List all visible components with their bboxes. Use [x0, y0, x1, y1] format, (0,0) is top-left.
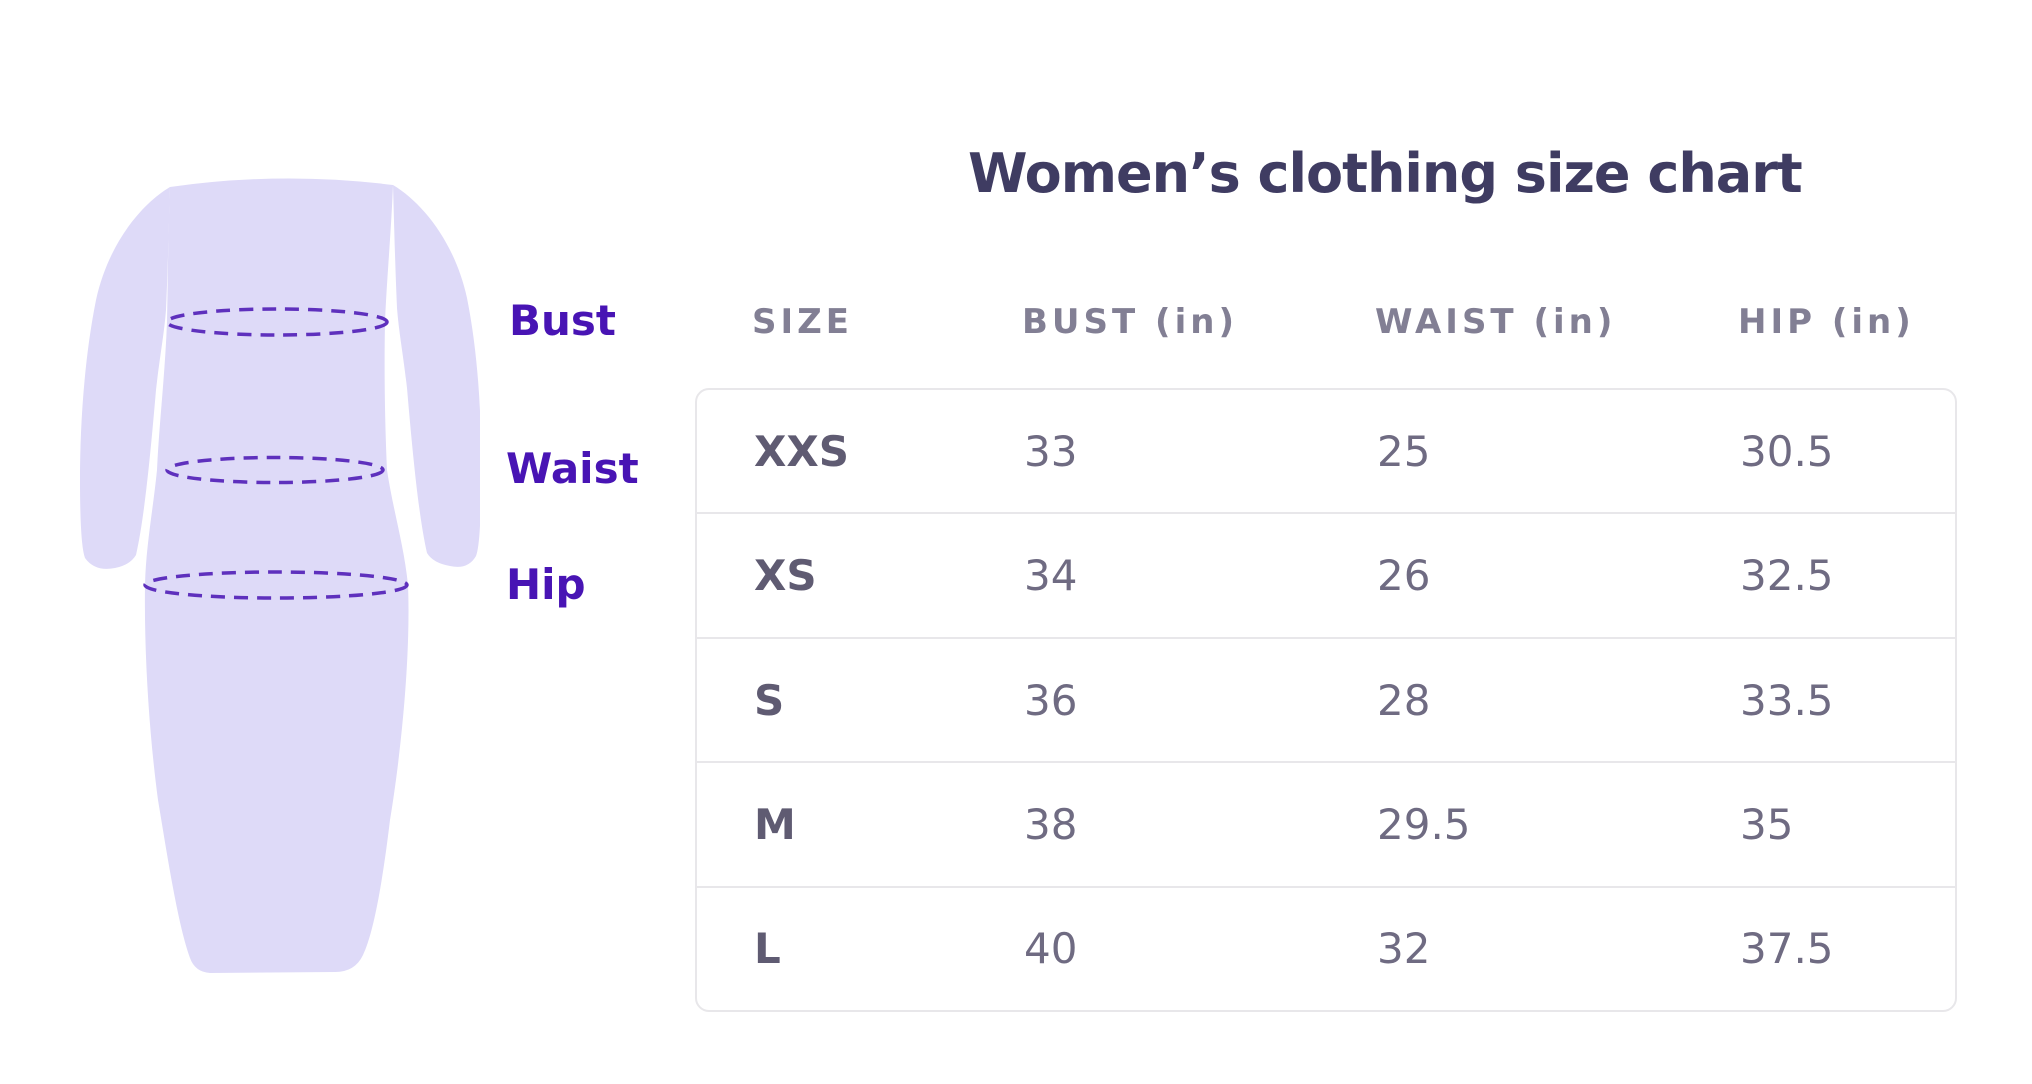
hip-cell: 30.5	[1740, 426, 1834, 476]
bust-cell: 36	[1024, 675, 1078, 725]
hip-cell: 35	[1740, 799, 1794, 849]
waist-cell: 29.5	[1377, 799, 1471, 849]
size-cell: L	[754, 924, 781, 974]
hip-cell: 32.5	[1740, 551, 1834, 601]
hip-measure-line	[143, 570, 409, 600]
size-table: XXS 33 25 30.5 XS 34 26 32.5 S 36 28 33.…	[695, 388, 1957, 1012]
waist-label: Waist	[506, 444, 639, 493]
column-header-waist: WAIST (in)	[1375, 302, 1617, 342]
bust-cell: 33	[1024, 426, 1078, 476]
waist-cell: 28	[1377, 675, 1431, 725]
hip-cell: 37.5	[1740, 924, 1834, 974]
column-header-bust: BUST (in)	[1022, 302, 1238, 342]
dress-left-sleeve	[80, 187, 170, 569]
table-header-row: SIZE BUST (in) WAIST (in) HIP (in)	[695, 300, 1957, 344]
size-cell: M	[754, 799, 796, 849]
dress-illustration	[80, 178, 480, 973]
hip-cell: 33.5	[1740, 675, 1834, 725]
bust-label: Bust	[509, 296, 616, 345]
size-cell: XS	[754, 551, 817, 601]
waist-cell: 32	[1377, 924, 1431, 974]
bust-cell: 34	[1024, 551, 1078, 601]
bust-cell: 40	[1024, 924, 1078, 974]
bust-measure-line	[165, 307, 389, 337]
waist-cell: 26	[1377, 551, 1431, 601]
table-row: S 36 28 33.5	[697, 636, 1955, 761]
hip-label: Hip	[506, 560, 586, 609]
table-row: XXS 33 25 30.5	[697, 390, 1955, 512]
bust-cell: 38	[1024, 799, 1078, 849]
size-cell: XXS	[754, 426, 850, 476]
table-row: XS 34 26 32.5	[697, 512, 1955, 636]
waist-measure-line	[165, 455, 385, 485]
size-cell: S	[754, 675, 785, 725]
column-header-hip: HIP (in)	[1738, 302, 1915, 342]
column-header-size: SIZE	[752, 302, 854, 342]
waist-cell: 25	[1377, 426, 1431, 476]
dress-body	[144, 178, 409, 973]
table-row: M 38 29.5 35	[697, 761, 1955, 885]
dress-right-sleeve	[393, 185, 480, 567]
table-row: L 40 32 37.5	[697, 885, 1955, 1010]
page-title: Women’s clothing size chart	[968, 142, 1803, 205]
